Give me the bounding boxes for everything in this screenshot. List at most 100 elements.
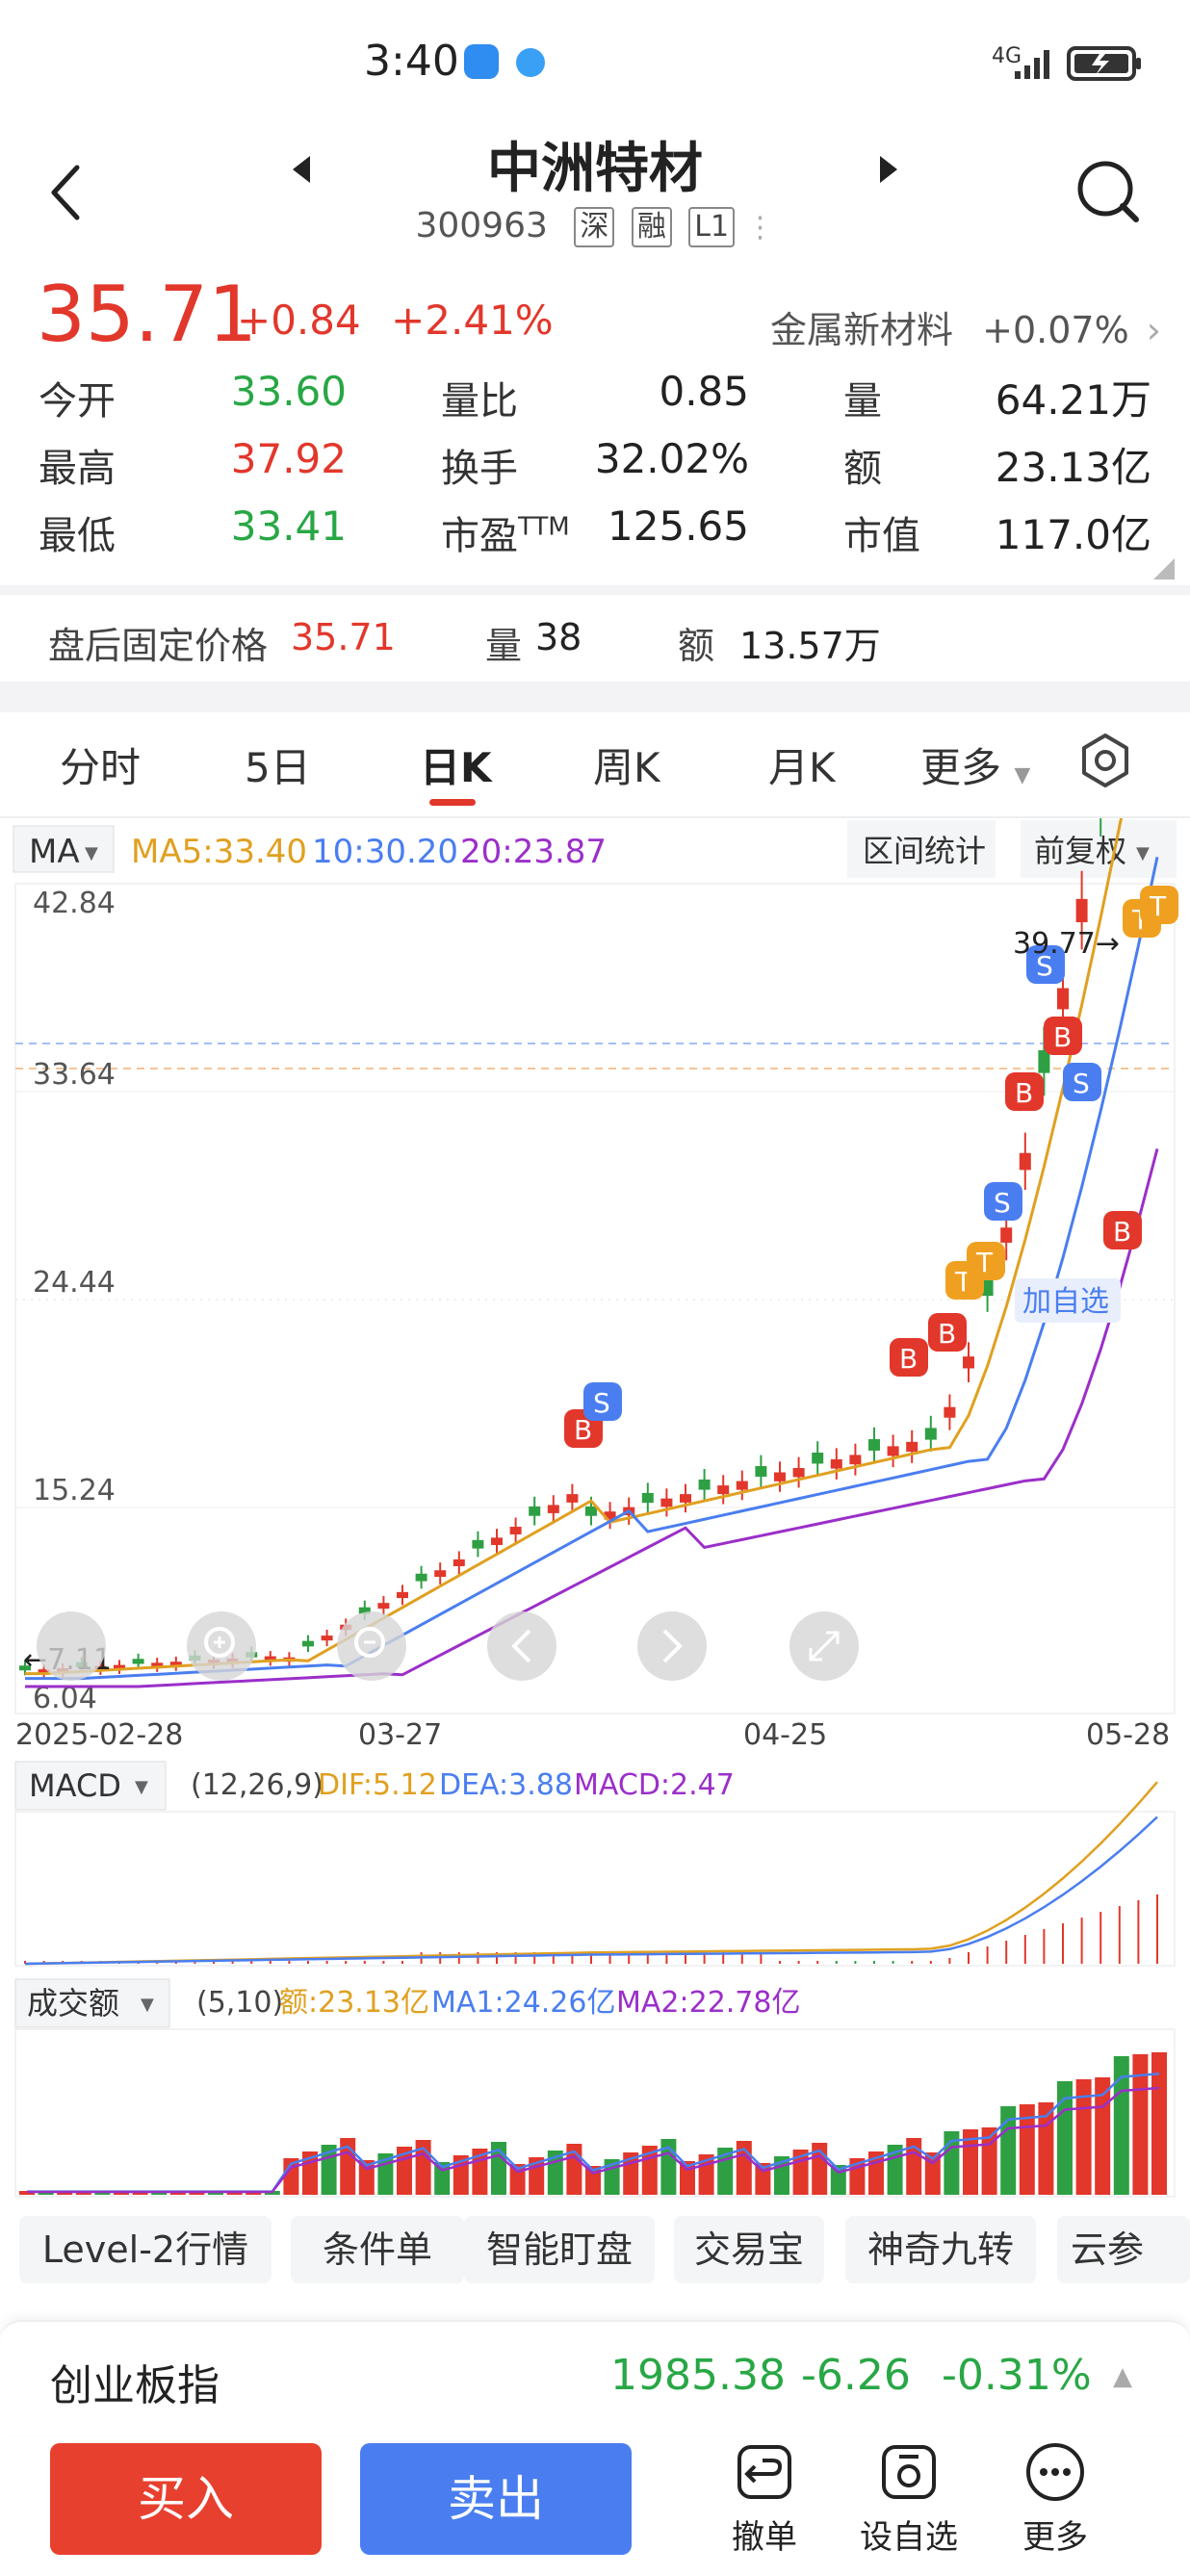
expand-corner-icon[interactable] bbox=[1151, 556, 1177, 581]
ma-selector[interactable] bbox=[13, 825, 115, 873]
y-label: 42.84 bbox=[33, 887, 116, 920]
trade-treasure-button[interactable]: 交易宝 bbox=[674, 2216, 824, 2283]
sell-button[interactable]: 卖出 bbox=[360, 2443, 632, 2555]
high-marker: 39.77→ bbox=[1013, 927, 1120, 961]
candle-body bbox=[906, 1441, 918, 1452]
signal-label: T bbox=[1149, 890, 1167, 922]
after-hours-row: 盘后固定价格 35.71 量 38 额 13.57万 bbox=[0, 595, 1190, 682]
candle-body bbox=[114, 1664, 125, 1669]
level2-button[interactable]: Level-2行情 bbox=[19, 2216, 272, 2283]
back-icon[interactable] bbox=[46, 164, 85, 221]
index-percent: -0.31% bbox=[942, 2351, 1092, 2400]
candle-body bbox=[302, 1640, 314, 1647]
turnover-value: 32.02% bbox=[594, 435, 749, 482]
candle-body bbox=[264, 1656, 276, 1662]
candle-body bbox=[792, 1467, 805, 1478]
candle-body bbox=[774, 1472, 786, 1481]
amount-value: 23.13亿 bbox=[995, 444, 1151, 491]
sector-link[interactable]: 金属新材料 +0.07% › bbox=[770, 300, 1161, 353]
candle-body bbox=[321, 1636, 333, 1641]
candle-body bbox=[415, 1573, 427, 1582]
candle-body bbox=[491, 1537, 503, 1545]
more-actions-button[interactable]: 更多 bbox=[997, 2441, 1113, 2558]
search-icon[interactable] bbox=[1074, 158, 1142, 225]
add-watch-label: 加自选 bbox=[1022, 1285, 1109, 1319]
tab-intraday[interactable]: 分时 bbox=[60, 744, 142, 791]
sector-name: 金属新材料 bbox=[770, 309, 954, 351]
signal-label: B bbox=[899, 1343, 918, 1375]
zoom-out-icon[interactable] bbox=[337, 1611, 406, 1681]
candle-body bbox=[868, 1439, 880, 1451]
high-value: 37.92 bbox=[230, 435, 347, 482]
cancel-order-button[interactable]: 撤单 bbox=[707, 2441, 822, 2558]
tab-daily-k[interactable]: 日K bbox=[420, 744, 492, 791]
macd-selector[interactable] bbox=[14, 1761, 167, 1811]
signal-label: B bbox=[1015, 1077, 1033, 1109]
candle-body bbox=[397, 1591, 408, 1599]
x-label: 04-25 bbox=[743, 1718, 827, 1752]
signal-label: B bbox=[574, 1414, 592, 1446]
tab-5day[interactable]: 5日 bbox=[245, 744, 311, 791]
macd-name: MACD bbox=[29, 1767, 121, 1804]
set-watch-button[interactable]: 设自选 bbox=[851, 2441, 967, 2558]
volume-ratio-label: 量比 bbox=[441, 379, 518, 424]
ma5-value: MA5:33.40 bbox=[131, 833, 307, 871]
left-step-icon[interactable] bbox=[37, 1611, 106, 1681]
cancel-order-label: 撤单 bbox=[732, 2518, 797, 2557]
volume-bar bbox=[924, 2152, 941, 2195]
after-hours-label: 盘后固定价格 bbox=[48, 625, 269, 667]
pan-right-icon[interactable] bbox=[637, 1611, 707, 1681]
tab-monthly-k[interactable]: 月K bbox=[768, 744, 836, 791]
candle-body bbox=[566, 1494, 579, 1503]
signal-icon bbox=[1015, 50, 1049, 79]
candle-body bbox=[377, 1603, 390, 1610]
index-bar[interactable]: 创业板指 1985.38 -6.26 -0.31% ▲ bbox=[0, 2320, 1190, 2435]
signal-marker bbox=[1063, 1063, 1101, 1101]
volume-selector[interactable] bbox=[14, 1978, 170, 2028]
next-stock-icon[interactable] bbox=[874, 150, 903, 189]
more-dots-icon[interactable]: ⋮ bbox=[745, 211, 775, 245]
interval-stats-button[interactable] bbox=[847, 820, 996, 878]
ma20-line bbox=[25, 1148, 1159, 1688]
volume-plot-frame bbox=[14, 2028, 1176, 2198]
candle-body bbox=[755, 1465, 767, 1478]
candle-body bbox=[529, 1506, 541, 1516]
divider bbox=[0, 585, 1190, 595]
stock-name: 中洲特材 bbox=[487, 138, 703, 200]
signal-marker bbox=[1044, 1017, 1082, 1055]
low-label: 最低 bbox=[39, 514, 116, 558]
buy-button[interactable]: 买入 bbox=[50, 2443, 322, 2555]
price-change: +0.84 +2.41% bbox=[237, 296, 554, 344]
adjust-selector[interactable] bbox=[1021, 820, 1177, 878]
tab-more[interactable]: 更多 ▼ bbox=[920, 735, 1030, 794]
dropdown-icon: ▼ bbox=[135, 1777, 148, 1797]
dea-line bbox=[24, 1816, 1158, 1966]
more-actions-label: 更多 bbox=[1022, 2518, 1088, 2557]
macd-dif: DIF:5.12 bbox=[318, 1768, 437, 1802]
prev-stock-icon[interactable] bbox=[287, 150, 316, 189]
pan-left-icon[interactable] bbox=[487, 1611, 556, 1681]
amount-label: 额 bbox=[843, 447, 882, 491]
kline-chart[interactable]: MA ▼ MA5:33.40 10:30.20 20:23.87 区间统计 前复… bbox=[0, 818, 1190, 2204]
zoom-in-icon[interactable] bbox=[187, 1611, 256, 1681]
signal-marker bbox=[1103, 1211, 1142, 1249]
candle-body bbox=[641, 1492, 654, 1504]
message-app-icon bbox=[464, 44, 499, 79]
magic-nine-button[interactable]: 神奇九转 bbox=[845, 2216, 1036, 2283]
cancel-order-icon bbox=[737, 2445, 791, 2499]
candle-body bbox=[830, 1458, 842, 1469]
add-watch-button[interactable] bbox=[1015, 1278, 1121, 1323]
condition-order-button[interactable]: 条件单 bbox=[291, 2216, 464, 2283]
open-label: 今开 bbox=[39, 379, 116, 424]
settings-hexagon-icon[interactable] bbox=[1076, 732, 1134, 789]
index-change: -6.26 bbox=[801, 2351, 911, 2400]
candle-body bbox=[151, 1662, 164, 1667]
smart-watch-button[interactable]: 智能盯盘 bbox=[464, 2216, 655, 2283]
signal-marker bbox=[967, 1242, 1005, 1280]
stock-header: 中洲特材 300963 深 融 L1 ⋮ bbox=[0, 125, 1190, 270]
tab-weekly-k[interactable]: 周K bbox=[593, 744, 660, 791]
cloud-button[interactable]: 云参 bbox=[1057, 2216, 1190, 2283]
battery-icon bbox=[1067, 46, 1141, 81]
x-label: 03-27 bbox=[358, 1718, 442, 1752]
candle-body bbox=[472, 1539, 484, 1549]
